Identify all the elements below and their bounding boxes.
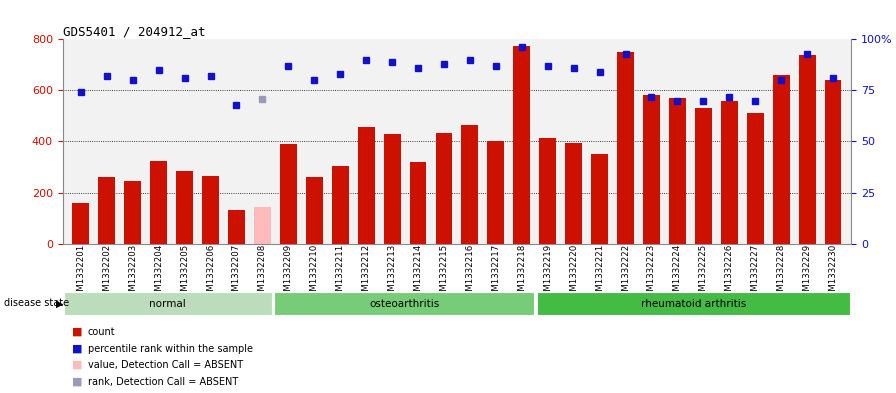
FancyBboxPatch shape xyxy=(274,292,535,315)
Bar xyxy=(151,161,168,244)
Bar xyxy=(435,132,452,244)
Bar xyxy=(306,177,323,244)
Text: rheumatoid arthritis: rheumatoid arthritis xyxy=(641,299,746,309)
Text: GSM1332214: GSM1332214 xyxy=(414,244,423,302)
Bar xyxy=(513,46,530,244)
Text: ■: ■ xyxy=(72,360,82,370)
Bar xyxy=(177,171,193,244)
Text: GSM1332222: GSM1332222 xyxy=(621,244,630,302)
Text: GSM1332212: GSM1332212 xyxy=(362,244,371,302)
Text: GSM1332225: GSM1332225 xyxy=(699,244,708,302)
Text: GSM1332228: GSM1332228 xyxy=(777,244,786,302)
Text: percentile rank within the sample: percentile rank within the sample xyxy=(88,343,253,354)
Bar xyxy=(617,52,634,244)
Bar xyxy=(721,101,737,244)
Text: GSM1332208: GSM1332208 xyxy=(258,244,267,302)
Text: count: count xyxy=(88,327,116,337)
Text: GSM1332211: GSM1332211 xyxy=(336,244,345,302)
Text: GSM1332206: GSM1332206 xyxy=(206,244,215,302)
Text: ▶: ▶ xyxy=(56,298,64,309)
Text: normal: normal xyxy=(150,299,186,309)
Bar xyxy=(772,75,789,244)
Bar xyxy=(332,166,349,244)
Bar xyxy=(565,143,582,244)
Bar xyxy=(254,207,271,244)
Bar xyxy=(280,144,297,244)
FancyBboxPatch shape xyxy=(64,292,271,315)
Bar xyxy=(461,125,478,244)
Text: GSM1332223: GSM1332223 xyxy=(647,244,656,302)
Text: ■: ■ xyxy=(72,376,82,387)
Bar xyxy=(487,141,504,244)
Bar xyxy=(798,55,815,244)
Text: GSM1332209: GSM1332209 xyxy=(284,244,293,302)
Bar xyxy=(539,138,556,244)
Bar xyxy=(409,162,426,244)
Text: GSM1332219: GSM1332219 xyxy=(543,244,552,302)
Text: GSM1332224: GSM1332224 xyxy=(673,244,682,302)
Text: GSM1332220: GSM1332220 xyxy=(569,244,578,302)
Text: ■: ■ xyxy=(72,327,82,337)
Text: osteoarthritis: osteoarthritis xyxy=(369,299,440,309)
Bar xyxy=(695,108,711,244)
FancyBboxPatch shape xyxy=(537,292,850,315)
Text: GSM1332230: GSM1332230 xyxy=(829,244,838,302)
Bar xyxy=(73,203,90,244)
Bar xyxy=(669,98,685,244)
Text: disease state: disease state xyxy=(4,298,70,309)
Text: GSM1332221: GSM1332221 xyxy=(595,244,604,302)
Bar xyxy=(202,176,219,244)
Text: GSM1332204: GSM1332204 xyxy=(154,244,163,302)
Bar xyxy=(99,177,116,244)
Text: GSM1332215: GSM1332215 xyxy=(440,244,449,302)
Text: GSM1332217: GSM1332217 xyxy=(491,244,500,302)
Bar xyxy=(746,113,763,244)
Bar xyxy=(358,127,375,244)
Bar xyxy=(824,80,841,244)
Bar xyxy=(643,95,660,244)
Bar xyxy=(383,134,401,244)
Text: GSM1332205: GSM1332205 xyxy=(180,244,189,302)
Text: ■: ■ xyxy=(72,343,82,354)
Text: value, Detection Call = ABSENT: value, Detection Call = ABSENT xyxy=(88,360,243,370)
Text: GDS5401 / 204912_at: GDS5401 / 204912_at xyxy=(63,25,205,38)
Text: GSM1332229: GSM1332229 xyxy=(803,244,812,302)
Text: GSM1332203: GSM1332203 xyxy=(128,244,137,302)
Text: GSM1332218: GSM1332218 xyxy=(517,244,526,302)
Text: GSM1332202: GSM1332202 xyxy=(102,244,111,302)
Text: rank, Detection Call = ABSENT: rank, Detection Call = ABSENT xyxy=(88,376,238,387)
Text: GSM1332210: GSM1332210 xyxy=(310,244,319,302)
Text: GSM1332201: GSM1332201 xyxy=(76,244,85,302)
Bar xyxy=(125,181,142,244)
Bar xyxy=(591,154,608,244)
Text: GSM1332226: GSM1332226 xyxy=(725,244,734,302)
Bar xyxy=(228,210,245,244)
Text: GSM1332227: GSM1332227 xyxy=(751,244,760,302)
Text: GSM1332216: GSM1332216 xyxy=(465,244,474,302)
Text: GSM1332207: GSM1332207 xyxy=(232,244,241,302)
Text: GSM1332213: GSM1332213 xyxy=(388,244,397,302)
